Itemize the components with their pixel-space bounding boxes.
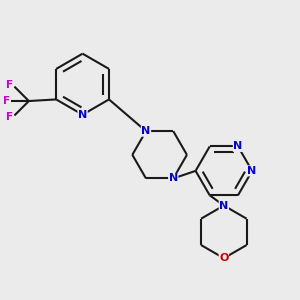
Text: F: F — [3, 96, 10, 106]
Text: N: N — [78, 110, 87, 120]
Text: O: O — [219, 253, 229, 263]
Text: N: N — [169, 173, 178, 184]
Text: F: F — [6, 112, 13, 122]
Text: F: F — [6, 80, 13, 90]
Text: N: N — [233, 141, 243, 152]
Text: N: N — [219, 200, 229, 211]
Text: N: N — [141, 126, 151, 136]
Text: N: N — [248, 166, 257, 176]
